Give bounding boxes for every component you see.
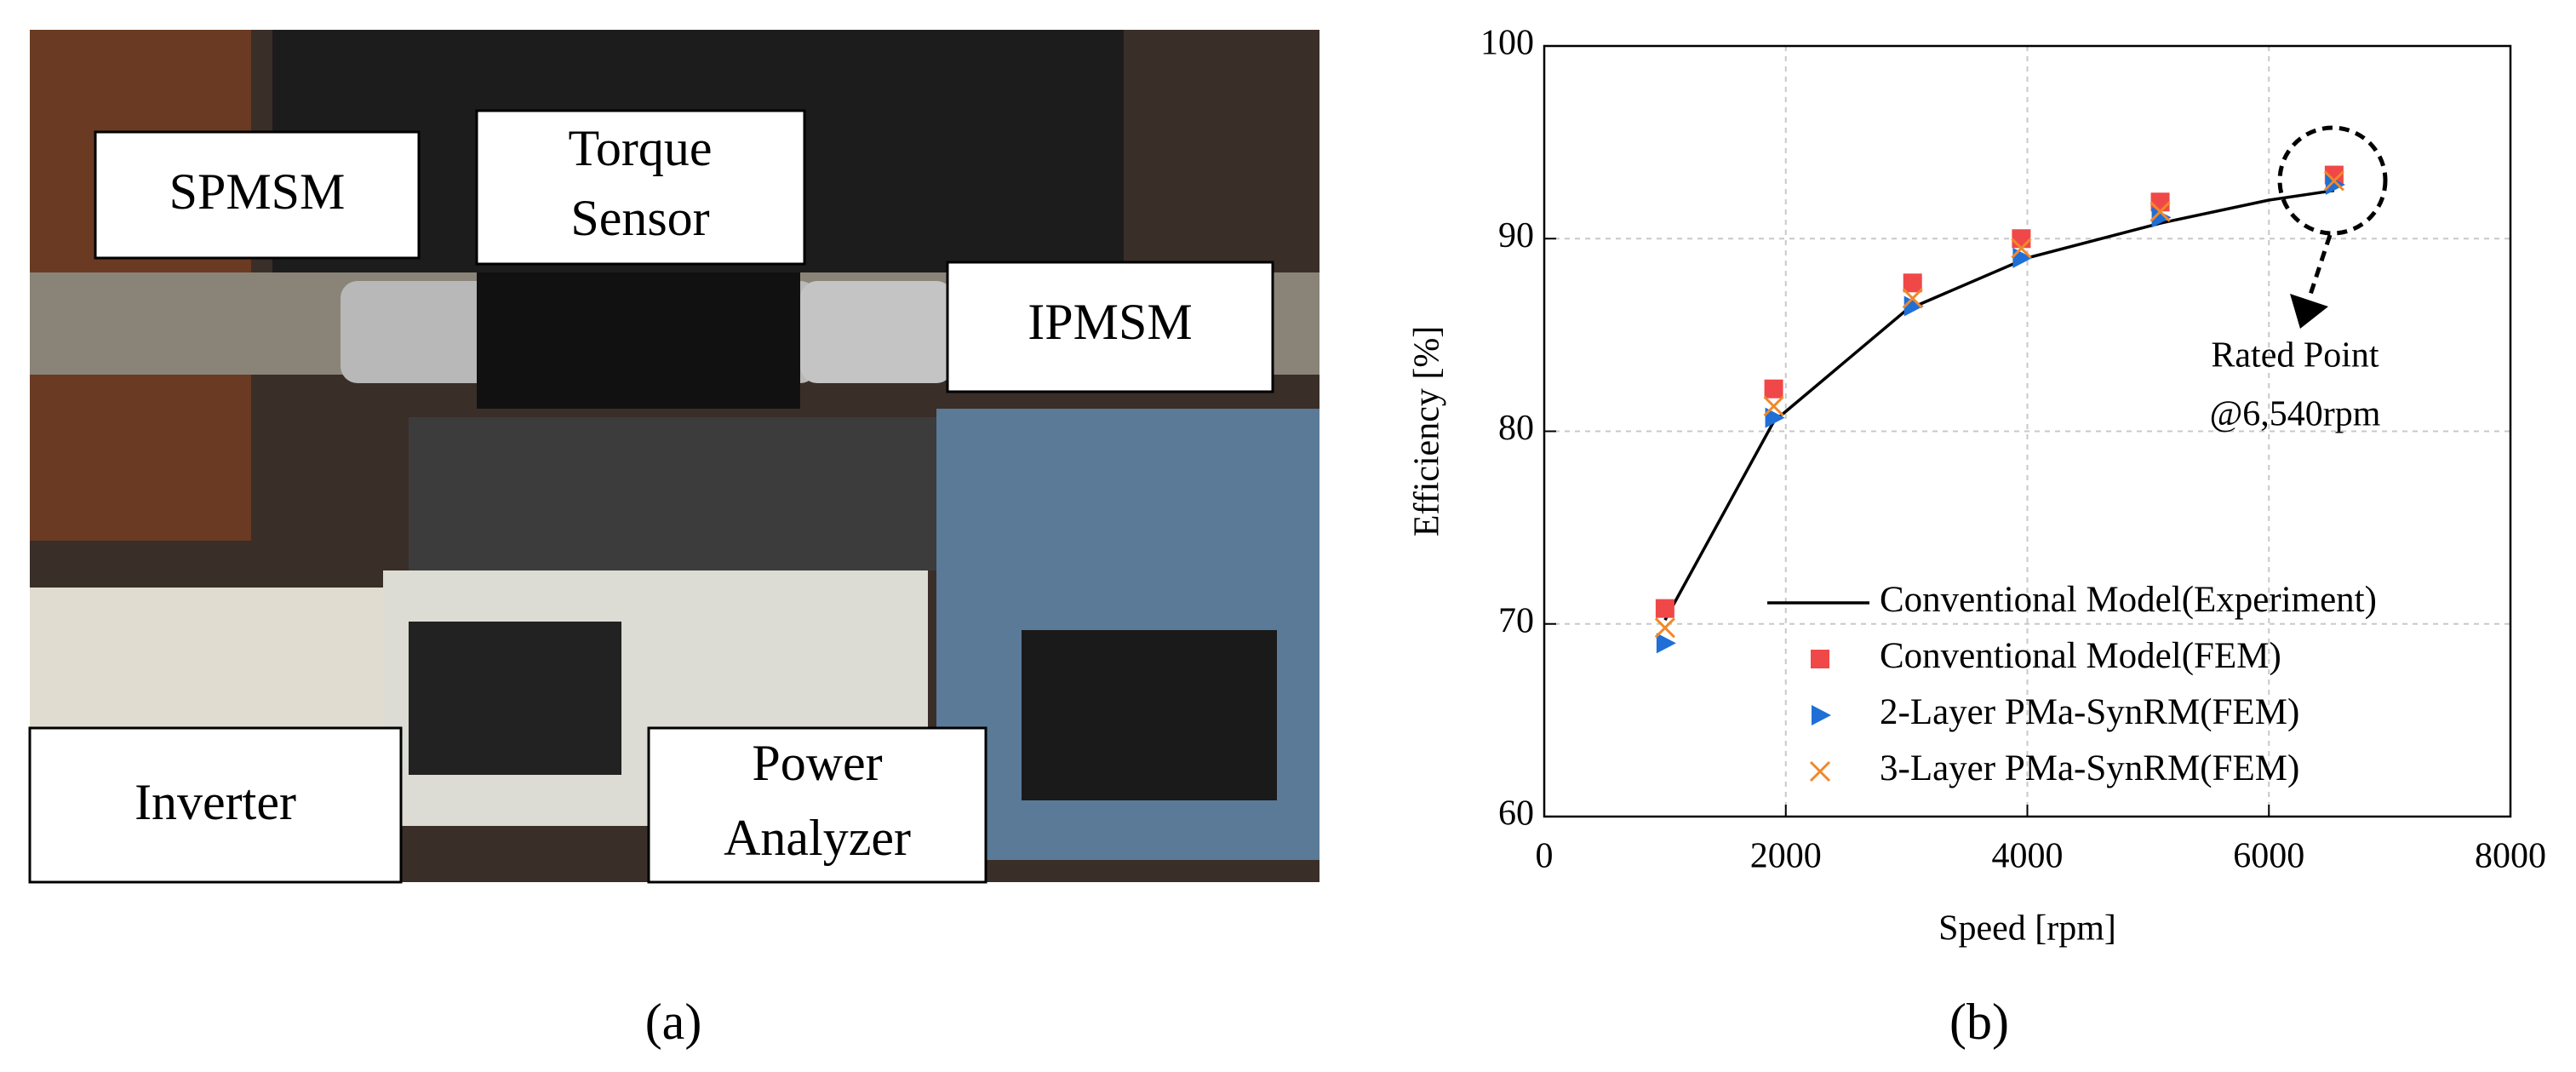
photo-label: Torque xyxy=(568,120,712,176)
arrow-head xyxy=(2290,294,2328,329)
marker xyxy=(1765,407,1785,428)
marker xyxy=(1764,379,1783,398)
legend-marker xyxy=(1812,705,1831,725)
legend-label: 2-Layer PMa-SynRM(FEM) xyxy=(1880,692,2299,732)
marker xyxy=(1763,396,1784,417)
marker xyxy=(1656,633,1676,654)
label-box xyxy=(475,109,806,266)
legend-marker xyxy=(1809,760,1831,783)
label-box xyxy=(946,261,1274,393)
scope-screen xyxy=(1022,630,1277,800)
y-axis-label: Efficiency [%] xyxy=(1408,326,1447,537)
x-tick-label: 2000 xyxy=(1750,837,1822,876)
photo-label: Sensor xyxy=(570,190,709,246)
marker xyxy=(1902,288,1923,309)
y-tick-label: 60 xyxy=(1498,794,1534,834)
x-tick-label: 4000 xyxy=(1992,837,2064,876)
x-tick-label: 8000 xyxy=(2475,837,2546,876)
legend-marker xyxy=(1811,650,1829,668)
label-box xyxy=(647,726,987,884)
caption: (b) xyxy=(1949,994,2009,1050)
marker xyxy=(2011,238,2032,259)
annotation: @6,540rpm xyxy=(2210,395,2381,434)
photo-label: Power xyxy=(752,735,882,791)
caption: (a) xyxy=(645,994,702,1050)
rated-circle xyxy=(2277,125,2388,236)
y-tick-label: 90 xyxy=(1498,216,1534,255)
marker xyxy=(2323,170,2344,192)
marker xyxy=(2150,201,2171,222)
marker xyxy=(2151,207,2172,228)
y-tick-label: 80 xyxy=(1498,409,1534,448)
marker xyxy=(1655,599,1674,618)
photo-label: Inverter xyxy=(135,774,296,830)
legend-label: Conventional Model(FEM) xyxy=(1880,636,2281,676)
ipmsm-motor xyxy=(800,281,953,383)
marker xyxy=(2012,229,2031,249)
x-axis-label: Speed [rpm] xyxy=(1938,909,2116,949)
arrow-shaft xyxy=(2306,234,2333,301)
analyzer-screen xyxy=(409,622,621,775)
torque-frame xyxy=(477,272,800,409)
legend-label: 3-Layer PMa-SynRM(FEM) xyxy=(1880,748,2299,788)
x-tick-label: 6000 xyxy=(2233,837,2304,876)
photo-label: Analyzer xyxy=(724,810,911,866)
photo-label: IPMSM xyxy=(1028,294,1192,350)
photo: SPMSM Torque Sensor IPMSM Inverter Power… xyxy=(28,30,1319,884)
marker xyxy=(1903,273,1922,293)
label-box xyxy=(94,130,421,260)
label-box xyxy=(28,726,403,884)
marker xyxy=(1654,617,1675,639)
annotation: Rated Point xyxy=(2211,336,2379,375)
chart: 60 70 80 90 100 0 2000 4000 6000 8000 Speed [rpm] E… xyxy=(1408,24,2546,949)
plot-frame xyxy=(1543,44,2512,818)
legend-label: Conventional Model(Experiment) xyxy=(1880,580,2377,620)
photo-label: SPMSM xyxy=(169,163,346,220)
y-tick-label: 100 xyxy=(1480,24,1534,63)
laptop xyxy=(409,417,945,570)
x-tick-label: 0 xyxy=(1536,837,1554,876)
y-tick-label: 70 xyxy=(1498,601,1534,640)
marker xyxy=(2325,174,2345,195)
